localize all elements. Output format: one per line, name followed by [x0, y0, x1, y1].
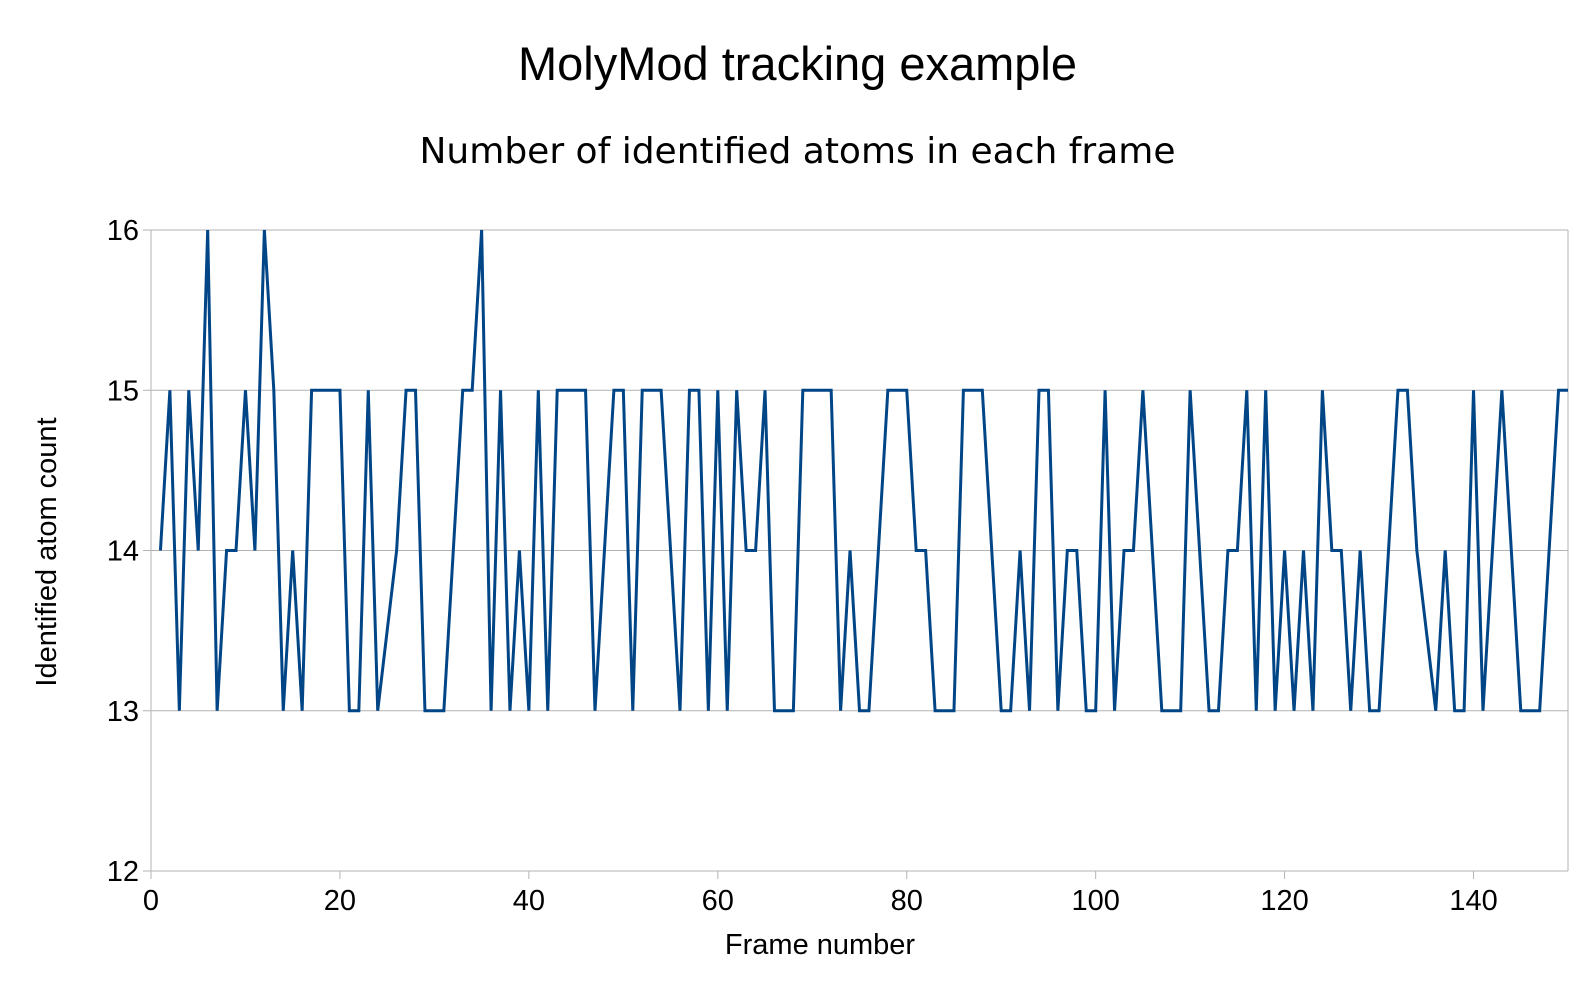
x-tick-label-140: 140	[1449, 885, 1497, 917]
axes	[143, 229, 1569, 879]
x-tick-label-40: 40	[513, 885, 545, 917]
chart-subtitle: Number of identified atoms in each frame	[419, 131, 1176, 172]
tick-labels: 12 13 14 15 16 0 20 40 60 80 100 120 140	[107, 215, 1498, 917]
series-layer	[158, 229, 1568, 713]
x-axis-title: Frame number	[725, 929, 916, 961]
x-tick-label-0: 0	[143, 885, 159, 917]
x-tick-label-120: 120	[1260, 885, 1308, 917]
y-tick-label-12: 12	[107, 856, 139, 888]
x-tick-label-100: 100	[1071, 885, 1119, 917]
y-axis-title: Identified atom count	[31, 417, 63, 686]
series-line	[158, 229, 1568, 713]
y-tick-label-16: 16	[107, 215, 139, 247]
y-tick-label-15: 15	[107, 375, 139, 407]
chart-title: MolyMod tracking example	[518, 37, 1077, 90]
x-tick-label-20: 20	[324, 885, 356, 917]
x-tick-label-60: 60	[702, 885, 734, 917]
y-tick-label-14: 14	[107, 536, 139, 568]
y-tick-label-13: 13	[107, 696, 139, 728]
x-tick-label-80: 80	[891, 885, 923, 917]
